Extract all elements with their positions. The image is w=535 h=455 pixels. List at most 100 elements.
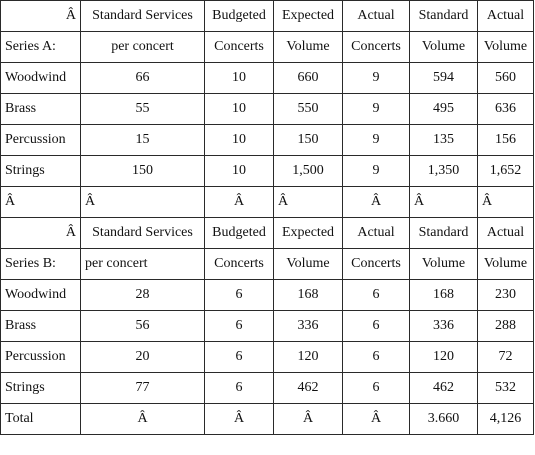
table-cell: 10 (204, 93, 274, 125)
table-row: Â Standard Services Budgeted Expected Ac… (0, 0, 534, 32)
table-cell: Standard (409, 0, 478, 32)
table-cell: Â (0, 217, 81, 249)
table-cell: Percussion (0, 341, 81, 373)
table-cell: 532 (477, 372, 534, 404)
table-cell: 6 (342, 372, 410, 404)
table-row: Woodwind 28 6 168 6 168 230 (0, 279, 534, 311)
table-cell: Concerts (204, 31, 274, 63)
table-cell: Percussion (0, 124, 81, 156)
table-cell: Â (273, 186, 343, 218)
table-cell: 20 (80, 341, 205, 373)
table-cell: 1,350 (409, 155, 478, 187)
table-cell: 10 (204, 155, 274, 187)
table-cell: 336 (409, 310, 478, 342)
table-cell: 9 (342, 155, 410, 187)
table-cell: Â (409, 186, 478, 218)
table-cell: 9 (342, 124, 410, 156)
table-cell: Â (342, 186, 410, 218)
table-cell: 462 (273, 372, 343, 404)
table-cell: Brass (0, 93, 81, 125)
table-cell: Concerts (342, 31, 410, 63)
table-cell: Standard (409, 217, 478, 249)
table-cell: Volume (477, 31, 534, 63)
table-cell: 6 (204, 372, 274, 404)
table-row: Series A: per concert Concerts Volume Co… (0, 31, 534, 63)
table-cell: 150 (273, 124, 343, 156)
table-cell: 1,652 (477, 155, 534, 187)
table-cell: Actual (477, 217, 534, 249)
concert-volume-table: Â Standard Services Budgeted Expected Ac… (0, 0, 534, 435)
table-cell: 1,500 (273, 155, 343, 187)
table-cell: Â (204, 403, 274, 435)
table-cell: 6 (204, 310, 274, 342)
table-row: Strings 77 6 462 6 462 532 (0, 372, 534, 404)
table-cell: 336 (273, 310, 343, 342)
table-cell: Â (204, 186, 274, 218)
table-row: Total Â Â Â Â 3.660 4,126 (0, 403, 534, 435)
table-cell: 55 (80, 93, 205, 125)
table-cell: Total (0, 403, 81, 435)
table-cell: 660 (273, 62, 343, 94)
table-cell: 9 (342, 93, 410, 125)
table-cell: 6 (204, 279, 274, 311)
table-row: Series B: per concert Concerts Volume Co… (0, 248, 534, 280)
table-cell: 550 (273, 93, 343, 125)
table-cell: Expected (273, 217, 343, 249)
table-row: Percussion 15 10 150 9 135 156 (0, 124, 534, 156)
table-cell: Woodwind (0, 279, 81, 311)
table-cell: Standard Services (80, 0, 205, 32)
table-cell: Strings (0, 155, 81, 187)
table-cell: Concerts (204, 248, 274, 280)
table-cell: Â (80, 186, 205, 218)
table-cell: 3.660 (409, 403, 478, 435)
table-row: Brass 55 10 550 9 495 636 (0, 93, 534, 125)
table-row: Strings 150 10 1,500 9 1,350 1,652 (0, 155, 534, 187)
table-cell: Actual (477, 0, 534, 32)
table-cell: Volume (273, 248, 343, 280)
table-row: Brass 56 6 336 6 336 288 (0, 310, 534, 342)
table-cell: 560 (477, 62, 534, 94)
table-cell: 66 (80, 62, 205, 94)
table-cell: Volume (409, 248, 478, 280)
table-cell: Â (0, 186, 81, 218)
table-cell: 120 (409, 341, 478, 373)
table-cell: Concerts (342, 248, 410, 280)
table-cell: 6 (342, 310, 410, 342)
table-cell: 135 (409, 124, 478, 156)
table-cell: Budgeted (204, 0, 274, 32)
table-cell: Â (273, 403, 343, 435)
table-cell: per concert (80, 31, 205, 63)
table-cell: 6 (204, 341, 274, 373)
table-cell: Volume (273, 31, 343, 63)
table-cell: Strings (0, 372, 81, 404)
table-cell: Brass (0, 310, 81, 342)
table-row: Â Â Â Â Â Â Â (0, 186, 534, 218)
table-cell: Â (477, 186, 534, 218)
table-cell: 77 (80, 372, 205, 404)
table-cell: 156 (477, 124, 534, 156)
table-cell: Â (80, 403, 205, 435)
table-cell: 168 (273, 279, 343, 311)
table-cell: 168 (409, 279, 478, 311)
table-cell: Volume (409, 31, 478, 63)
table-cell: 10 (204, 62, 274, 94)
table-cell: Series B: (0, 248, 81, 280)
table-cell: 288 (477, 310, 534, 342)
table-row: Â Standard Services Budgeted Expected Ac… (0, 217, 534, 249)
table-cell: 495 (409, 93, 478, 125)
table-cell: 56 (80, 310, 205, 342)
table-cell: Standard Services (80, 217, 205, 249)
table-cell: per concert (80, 248, 205, 280)
table-cell: 120 (273, 341, 343, 373)
table-cell: 72 (477, 341, 534, 373)
table-cell: 10 (204, 124, 274, 156)
table-cell: 28 (80, 279, 205, 311)
table-cell: 150 (80, 155, 205, 187)
table-cell: Budgeted (204, 217, 274, 249)
table-cell: 15 (80, 124, 205, 156)
table-cell: Â (342, 403, 410, 435)
table-cell: 9 (342, 62, 410, 94)
table-cell: 230 (477, 279, 534, 311)
table-cell: 4,126 (477, 403, 534, 435)
table-cell: Woodwind (0, 62, 81, 94)
